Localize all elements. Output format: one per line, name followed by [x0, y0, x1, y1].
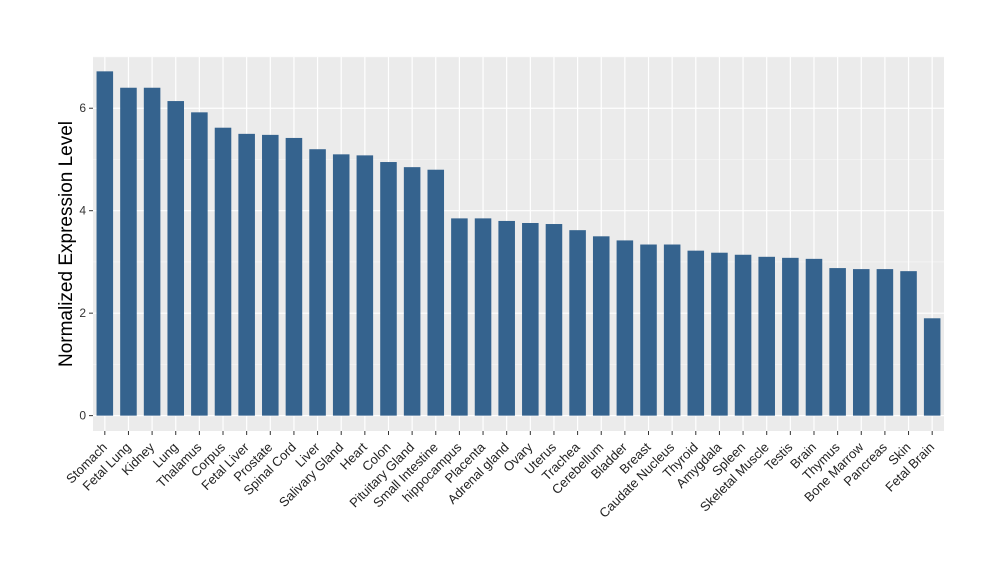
bar [262, 134, 279, 416]
bar [734, 254, 752, 416]
bar [758, 256, 775, 416]
bar [805, 258, 823, 416]
bars [96, 71, 941, 416]
bar [522, 222, 539, 416]
bar [829, 268, 846, 416]
bar [545, 224, 563, 416]
bar [380, 162, 397, 416]
bar [285, 137, 303, 416]
bar [663, 244, 681, 416]
bar [900, 271, 917, 416]
bar [427, 169, 445, 416]
bar [616, 240, 634, 416]
bar [498, 220, 515, 416]
y-tick-label: 6 [79, 101, 86, 115]
bar [332, 154, 350, 416]
y-axis: 0 2 4 6 [79, 101, 93, 423]
bar [592, 236, 610, 416]
bar [214, 127, 232, 416]
bar [403, 167, 421, 416]
bar [569, 230, 586, 416]
bar [451, 218, 468, 416]
bar [191, 112, 208, 416]
bar [687, 250, 705, 416]
bar [143, 87, 161, 416]
plot-panel [93, 57, 944, 431]
bar [167, 101, 185, 416]
bar [711, 252, 728, 416]
bar [782, 257, 799, 416]
y-tick-label: 0 [79, 409, 86, 423]
bar [96, 71, 114, 416]
bar [474, 218, 492, 416]
bar [238, 133, 255, 416]
bar [309, 149, 326, 416]
bar [876, 269, 894, 416]
y-axis-title: Normalized Expression Level [56, 121, 77, 367]
bar [640, 244, 657, 416]
bar [356, 155, 374, 416]
bar [120, 87, 137, 416]
bar [852, 269, 870, 416]
y-tick-label: 4 [79, 204, 86, 218]
y-tick-label: 2 [79, 306, 86, 320]
bar [923, 318, 941, 416]
